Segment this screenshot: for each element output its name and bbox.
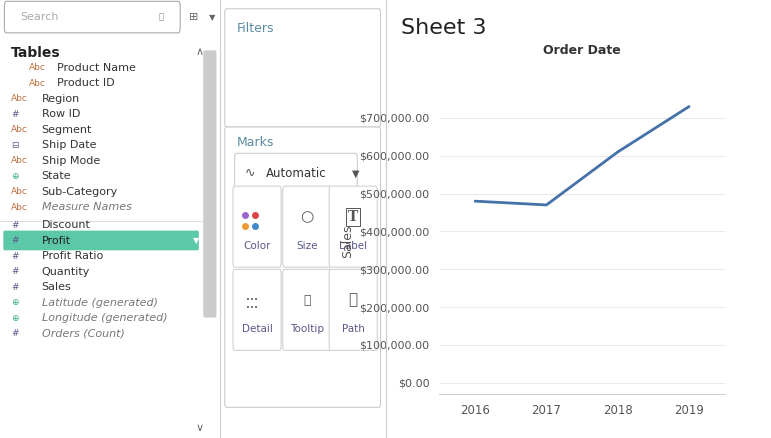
- FancyBboxPatch shape: [3, 230, 199, 250]
- Text: Product Name: Product Name: [57, 63, 136, 73]
- Text: 🔍: 🔍: [158, 13, 163, 21]
- Text: State: State: [42, 171, 72, 181]
- Text: #: #: [11, 329, 19, 339]
- FancyBboxPatch shape: [329, 186, 377, 267]
- Text: •••: •••: [246, 297, 258, 303]
- Text: #: #: [11, 236, 19, 245]
- Text: Abc: Abc: [11, 187, 28, 196]
- Text: Abc: Abc: [11, 156, 28, 165]
- Text: Profit Ratio: Profit Ratio: [42, 251, 103, 261]
- Text: Discount: Discount: [42, 220, 91, 230]
- Text: Tables: Tables: [11, 46, 61, 60]
- Text: ⊟: ⊟: [11, 141, 19, 150]
- Text: Ship Date: Ship Date: [42, 140, 96, 150]
- Text: Quantity: Quantity: [42, 267, 90, 277]
- Text: Tooltip: Tooltip: [290, 325, 324, 334]
- FancyBboxPatch shape: [5, 1, 180, 33]
- Text: Row ID: Row ID: [42, 109, 80, 119]
- Text: Latitude (generated): Latitude (generated): [42, 298, 158, 308]
- Text: Measure Names: Measure Names: [42, 202, 132, 212]
- Y-axis label: Sales: Sales: [341, 224, 354, 258]
- FancyBboxPatch shape: [233, 186, 281, 267]
- FancyBboxPatch shape: [234, 153, 357, 195]
- FancyBboxPatch shape: [233, 269, 281, 350]
- Text: ∧: ∧: [196, 47, 204, 57]
- Text: Segment: Segment: [42, 125, 92, 134]
- FancyBboxPatch shape: [204, 50, 217, 318]
- Text: 〜: 〜: [348, 293, 358, 307]
- Text: #: #: [11, 221, 19, 230]
- Text: ⊕: ⊕: [11, 172, 19, 181]
- Text: Marks: Marks: [236, 136, 274, 149]
- Text: Sales: Sales: [42, 283, 72, 292]
- Text: #: #: [11, 267, 19, 276]
- Text: Profit: Profit: [42, 236, 71, 246]
- Text: 💬: 💬: [303, 293, 311, 307]
- Text: Path: Path: [342, 325, 365, 334]
- Text: Automatic: Automatic: [266, 167, 327, 180]
- Text: Color: Color: [244, 241, 271, 251]
- FancyBboxPatch shape: [329, 269, 377, 350]
- Text: Ship Mode: Ship Mode: [42, 156, 100, 166]
- Text: Longitude (generated): Longitude (generated): [42, 314, 167, 323]
- Text: Size: Size: [296, 241, 318, 251]
- FancyBboxPatch shape: [283, 269, 331, 350]
- Text: Abc: Abc: [29, 64, 45, 72]
- Text: Order Date: Order Date: [544, 44, 621, 57]
- FancyBboxPatch shape: [224, 9, 381, 127]
- Text: ▼: ▼: [209, 13, 215, 21]
- Text: #: #: [11, 252, 19, 261]
- Text: ▼: ▼: [194, 236, 200, 245]
- Text: Search: Search: [20, 12, 59, 22]
- Text: ∿: ∿: [244, 167, 255, 180]
- Text: Abc: Abc: [11, 203, 28, 212]
- Text: ⊕: ⊕: [11, 314, 19, 323]
- FancyBboxPatch shape: [224, 127, 381, 407]
- Text: Abc: Abc: [29, 79, 45, 88]
- Text: ⊕: ⊕: [11, 298, 19, 307]
- Text: ▼: ▼: [352, 169, 360, 179]
- Text: Abc: Abc: [11, 125, 28, 134]
- Text: Region: Region: [42, 94, 80, 103]
- Text: Filters: Filters: [236, 22, 274, 35]
- Text: ⊞: ⊞: [189, 12, 198, 22]
- FancyBboxPatch shape: [283, 186, 331, 267]
- Text: Product ID: Product ID: [57, 78, 115, 88]
- Text: Sheet 3: Sheet 3: [401, 18, 487, 38]
- Text: ∨: ∨: [196, 424, 204, 433]
- Text: •••: •••: [246, 305, 258, 311]
- Text: #: #: [11, 283, 19, 292]
- Text: T: T: [348, 210, 359, 224]
- Text: #: #: [11, 110, 19, 119]
- Text: Label: Label: [339, 241, 367, 251]
- Text: Detail: Detail: [241, 325, 272, 334]
- Text: Orders (Count): Orders (Count): [42, 329, 125, 339]
- Text: ○: ○: [300, 209, 313, 224]
- Text: Sub-Category: Sub-Category: [42, 187, 118, 197]
- Text: Abc: Abc: [11, 94, 28, 103]
